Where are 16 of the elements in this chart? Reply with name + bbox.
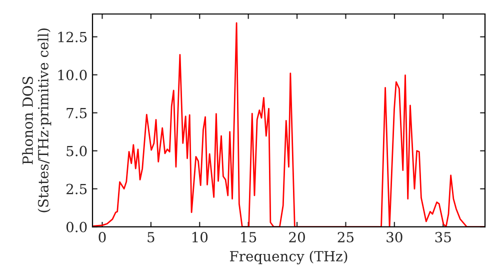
y-axis-title: Phonon DOS (States/THz·primitive cell) bbox=[22, 28, 52, 212]
y-tick-label: 12.5 bbox=[58, 32, 87, 42]
x-tick-label: 5 bbox=[148, 232, 154, 242]
x-axis-title: Frequency (THz) bbox=[230, 250, 348, 264]
y-tick-label: 5.0 bbox=[66, 146, 87, 156]
y-tick-label: 2.5 bbox=[66, 184, 87, 194]
y-tick-label: 7.5 bbox=[66, 108, 87, 118]
y-tick-label: 10.0 bbox=[58, 70, 87, 80]
x-tick-label: 25 bbox=[338, 232, 354, 242]
x-tick-label: 35 bbox=[435, 232, 451, 242]
x-tick-label: 15 bbox=[241, 232, 256, 242]
x-tick-label: 20 bbox=[289, 232, 305, 242]
x-tick-label: 10 bbox=[192, 232, 208, 242]
x-tick-label: 30 bbox=[386, 232, 402, 242]
y-tick-label: 0.0 bbox=[66, 222, 87, 232]
x-tick-label: 0 bbox=[98, 232, 106, 242]
